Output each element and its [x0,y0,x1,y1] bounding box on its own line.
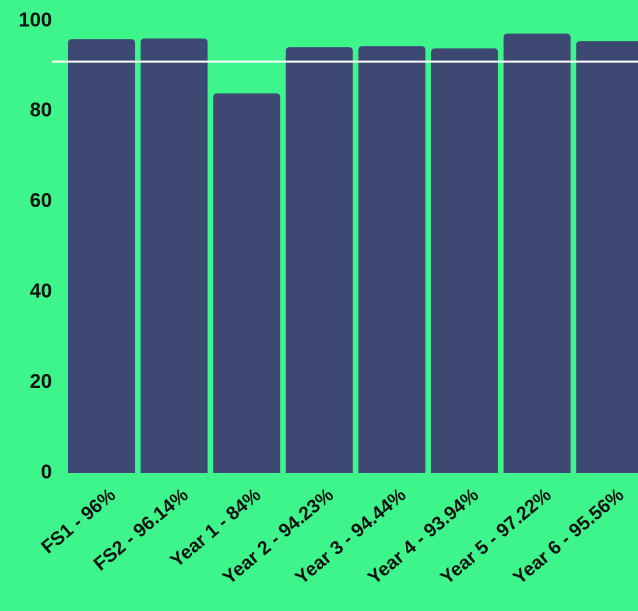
bar [576,41,638,473]
y-tick-label: 0 [41,461,52,483]
y-tick-label: 20 [30,371,52,393]
bar [285,47,353,474]
bar [140,38,208,473]
bar [68,39,135,473]
y-tick-label: 80 [30,100,52,122]
y-tick-label: 100 [19,9,52,31]
y-tick-label: 40 [30,280,52,302]
bar [358,46,426,474]
bar [213,93,281,473]
bar [431,48,498,473]
y-tick-label: 60 [30,190,52,212]
bar [503,33,571,473]
